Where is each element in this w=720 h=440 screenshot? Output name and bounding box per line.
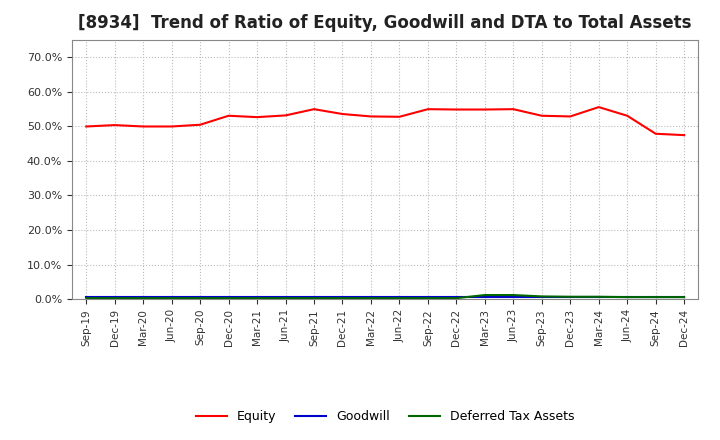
Goodwill — [139, 294, 148, 299]
Equity — [196, 122, 204, 128]
Equity — [253, 114, 261, 120]
Deferred Tax Assets — [366, 296, 375, 301]
Deferred Tax Assets — [196, 296, 204, 301]
Goodwill — [509, 294, 518, 299]
Deferred Tax Assets — [480, 293, 489, 298]
Equity — [423, 106, 432, 112]
Deferred Tax Assets — [395, 296, 404, 301]
Equity — [566, 114, 575, 119]
Equity — [595, 104, 603, 110]
Goodwill — [253, 294, 261, 299]
Line: Equity: Equity — [86, 107, 684, 135]
Equity — [509, 106, 518, 112]
Deferred Tax Assets — [509, 293, 518, 298]
Deferred Tax Assets — [167, 296, 176, 301]
Deferred Tax Assets — [566, 294, 575, 299]
Deferred Tax Assets — [537, 294, 546, 299]
Goodwill — [395, 294, 404, 299]
Deferred Tax Assets — [310, 296, 318, 301]
Equity — [452, 107, 461, 112]
Deferred Tax Assets — [110, 296, 119, 301]
Goodwill — [480, 294, 489, 299]
Equity — [310, 106, 318, 112]
Equity — [82, 124, 91, 129]
Deferred Tax Assets — [225, 296, 233, 301]
Equity — [537, 113, 546, 118]
Deferred Tax Assets — [139, 296, 148, 301]
Equity — [110, 122, 119, 128]
Goodwill — [82, 294, 91, 299]
Goodwill — [452, 294, 461, 299]
Equity — [282, 113, 290, 118]
Title: [8934]  Trend of Ratio of Equity, Goodwill and DTA to Total Assets: [8934] Trend of Ratio of Equity, Goodwil… — [78, 15, 692, 33]
Deferred Tax Assets — [652, 294, 660, 300]
Deferred Tax Assets — [423, 296, 432, 301]
Goodwill — [652, 294, 660, 299]
Goodwill — [595, 294, 603, 299]
Equity — [395, 114, 404, 119]
Goodwill — [680, 294, 688, 299]
Deferred Tax Assets — [253, 296, 261, 301]
Equity — [680, 132, 688, 138]
Equity — [139, 124, 148, 129]
Goodwill — [366, 294, 375, 299]
Goodwill — [423, 294, 432, 299]
Equity — [366, 114, 375, 119]
Deferred Tax Assets — [680, 294, 688, 300]
Goodwill — [338, 294, 347, 299]
Equity — [480, 107, 489, 112]
Equity — [623, 113, 631, 118]
Goodwill — [196, 294, 204, 299]
Goodwill — [225, 294, 233, 299]
Goodwill — [537, 294, 546, 299]
Legend: Equity, Goodwill, Deferred Tax Assets: Equity, Goodwill, Deferred Tax Assets — [191, 405, 580, 428]
Deferred Tax Assets — [623, 294, 631, 300]
Goodwill — [566, 294, 575, 299]
Deferred Tax Assets — [452, 296, 461, 301]
Goodwill — [623, 294, 631, 299]
Equity — [652, 131, 660, 136]
Goodwill — [310, 294, 318, 299]
Goodwill — [110, 294, 119, 299]
Deferred Tax Assets — [595, 294, 603, 299]
Deferred Tax Assets — [282, 296, 290, 301]
Equity — [167, 124, 176, 129]
Goodwill — [282, 294, 290, 299]
Goodwill — [167, 294, 176, 299]
Equity — [225, 113, 233, 118]
Line: Deferred Tax Assets: Deferred Tax Assets — [86, 295, 684, 298]
Deferred Tax Assets — [82, 296, 91, 301]
Deferred Tax Assets — [338, 296, 347, 301]
Equity — [338, 111, 347, 117]
